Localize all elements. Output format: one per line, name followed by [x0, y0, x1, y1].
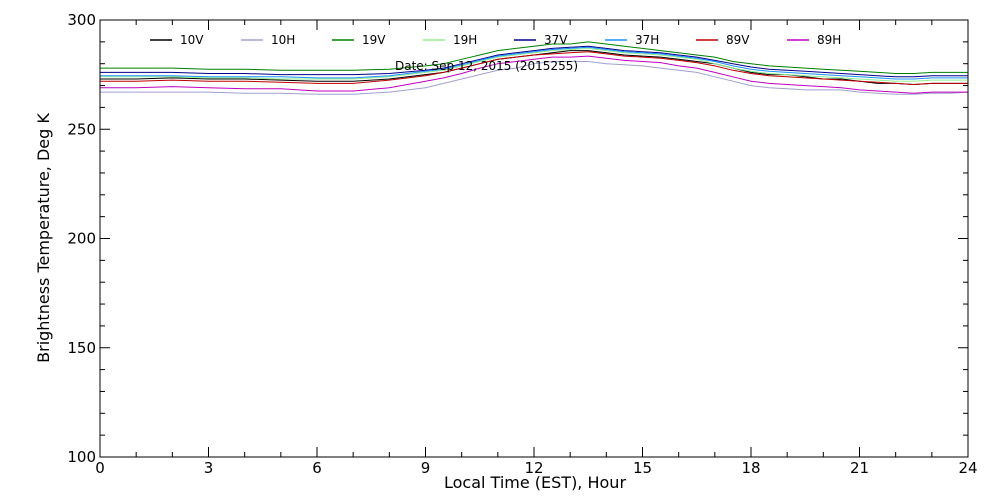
legend-item-37h: 37H [605, 33, 659, 47]
series-layer [100, 41, 969, 95]
legend-item-37v: 37V [514, 33, 568, 47]
legend-label: 19V [362, 33, 386, 47]
series-line-89v [100, 51, 968, 86]
x-tick-label: 3 [204, 459, 214, 477]
series-line-19v [100, 41, 968, 74]
x-axis-label: Local Time (EST), Hour [444, 473, 626, 492]
x-tick-label: 18 [741, 459, 760, 477]
axes-layer: 0 3 6 9 12 15 18 21 24 100 150 200 250 300 [67, 11, 977, 477]
x-tick-label: 15 [633, 459, 652, 477]
legend-label: 10H [271, 33, 295, 47]
legend-item-19v: 19V [332, 33, 386, 47]
y-axis-label: Brightness Temperature, Deg K [34, 113, 53, 363]
x-tick-label: 12 [524, 459, 543, 477]
legend-item-10h: 10H [241, 33, 295, 47]
legend-item-89h: 89H [787, 33, 841, 47]
y-tick-label: 100 [67, 448, 96, 466]
legend-label: 10V [180, 33, 204, 47]
series-line-10v [100, 50, 968, 86]
legend-label: 89V [726, 33, 750, 47]
legend-label: 89H [817, 33, 841, 47]
y-tick-label: 250 [67, 120, 96, 138]
legend-item-10v: 10V [150, 33, 204, 47]
x-tick-label: 0 [95, 459, 105, 477]
y-tick-label: 300 [67, 11, 96, 29]
x-tick-label: 6 [312, 459, 322, 477]
legend: 10V 10H 19V 19H 37V 37H 89V 89H [150, 33, 841, 47]
legend-label: 37H [635, 33, 659, 47]
y-tick-label: 200 [67, 230, 96, 248]
series-line-19h [100, 47, 968, 82]
legend-item-89v: 89V [696, 33, 750, 47]
legend-label: 37V [544, 33, 568, 47]
x-tick-label: 9 [421, 459, 431, 477]
x-tick-label: 21 [850, 459, 869, 477]
plot-background [100, 20, 968, 457]
date-annotation: Date: Sep 12, 2015 (2015255) [395, 59, 578, 73]
plot-area [100, 20, 968, 457]
series-line-37h [100, 46, 968, 80]
y-tick-label: 150 [67, 339, 96, 357]
series-line-37v [100, 45, 968, 78]
x-tick-label: 24 [958, 459, 977, 477]
series-line-89h [100, 55, 968, 94]
legend-label: 19H [453, 33, 477, 47]
series-line-10h [100, 61, 969, 95]
legend-item-19h: 19H [423, 33, 477, 47]
